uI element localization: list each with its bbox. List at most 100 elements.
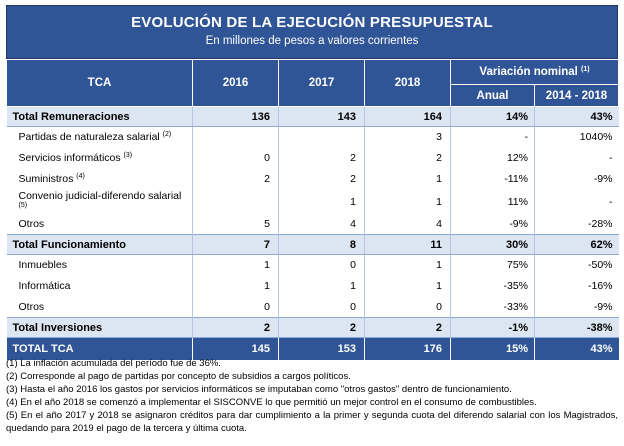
table-row: Suministros (4) 2 2 1 -11% -9%	[6, 168, 619, 190]
table-row: Total Funcionamiento 7 8 11 30% 62%	[6, 234, 619, 255]
table-row: Convenio judicial-diferendo salarial (5)…	[6, 189, 619, 214]
row-footnote-ref: (4)	[76, 173, 85, 180]
cell-2018: 1	[364, 254, 451, 276]
footnote-1: (1) La inflación acumulada del período f…	[6, 358, 221, 369]
cell-2018: 3	[364, 126, 451, 148]
cell-anual: 14%	[450, 106, 535, 127]
header-2016: 2016	[192, 59, 279, 107]
footnotes: (1) La inflación acumulada del período f…	[6, 357, 618, 435]
row-label: Servicios informáticos	[18, 152, 121, 164]
cell-2016	[192, 189, 279, 214]
cell-2018: 1	[364, 189, 451, 214]
cell-range: -	[609, 152, 613, 164]
row-label: Suministros	[18, 173, 74, 185]
row-label: Informática	[6, 275, 193, 297]
cell-2017: 4	[278, 213, 365, 235]
table-row: Total Inversiones 2 2 2 -1% -38%	[6, 317, 619, 338]
table-row-total: TOTAL TCA 145 153 176 15% 43%	[6, 337, 619, 360]
header-variacion-label: Variación nominal	[479, 66, 578, 78]
cell-2016: 145	[192, 337, 279, 360]
cell-2017: 8	[278, 234, 365, 255]
table-row: Servicios informáticos (3) 0 2 2 12% -	[6, 147, 619, 169]
cell-range: 62%	[534, 234, 619, 255]
row-label: Otros	[6, 296, 193, 318]
cell-2017: 143	[278, 106, 365, 127]
row-label: Convenio judicial-diferendo salarial	[18, 189, 182, 202]
row-label-cell: Convenio judicial-diferendo salarial (5)	[6, 189, 193, 214]
row-label-cell: Partidas de naturaleza salarial (2)	[6, 126, 193, 148]
cell-2018: 11	[364, 234, 451, 255]
cell-2017: 2	[278, 147, 365, 169]
row-label: Total Remuneraciones	[6, 106, 193, 127]
cell-2018: 2	[364, 317, 451, 338]
title-band: EVOLUCIÓN DE LA EJECUCIÓN PRESUPUESTAL E…	[6, 5, 618, 59]
cell-2016: 1	[192, 254, 279, 276]
cell-2016: 2	[192, 317, 279, 338]
table-subtitle: En millones de pesos a valores corriente…	[205, 35, 419, 47]
cell-anual: -	[450, 126, 535, 148]
table-row: Informática 1 1 1 -35% -16%	[6, 275, 619, 297]
row-label: Partidas de naturaleza salarial	[18, 131, 160, 144]
cell-2017: 1	[278, 275, 365, 297]
table-row: Otros 5 4 4 -9% -28%	[6, 213, 619, 235]
cell-anual: -11%	[450, 168, 535, 190]
row-label-cell: Suministros (4)	[6, 168, 193, 190]
cell-2016: 0	[192, 296, 279, 318]
cell-2016: 5	[192, 213, 279, 235]
footnote-3: (3) Hasta el año 2016 los gastos por ser…	[6, 384, 512, 395]
cell-2017: 2	[278, 168, 365, 190]
table-row: Otros 0 0 0 -33% -9%	[6, 296, 619, 318]
cell-2016: 1	[192, 275, 279, 297]
table-row: Total Remuneraciones 136 143 164 14% 43%	[6, 106, 619, 127]
cell-range: 43%	[534, 106, 619, 127]
cell-range: -9%	[593, 300, 613, 313]
row-footnote-ref: (2)	[162, 131, 172, 139]
cell-2018: 1	[364, 168, 451, 190]
cell-range: 43%	[534, 337, 619, 360]
cell-2016: 0	[192, 147, 279, 169]
cell-2017: 2	[278, 317, 365, 338]
header-2018: 2018	[364, 59, 451, 107]
cell-2018: 164	[364, 106, 451, 127]
header-tca: TCA	[6, 59, 193, 107]
cell-range: -38%	[534, 317, 619, 338]
cell-2016	[192, 126, 279, 148]
cell-2017: 0	[278, 254, 365, 276]
header-variacion: Variación nominal (1)	[450, 59, 619, 85]
cell-2017: 0	[278, 296, 365, 318]
cell-2017: 153	[278, 337, 365, 360]
row-label: TOTAL TCA	[6, 337, 193, 360]
footnote-2: (2) Corresponde al pago de partidas por …	[6, 371, 351, 382]
cell-range: 1040%	[579, 131, 613, 144]
table-row: Partidas de naturaleza salarial (2) 3 - …	[6, 126, 619, 148]
cell-2017	[278, 126, 365, 148]
row-label: Total Funcionamiento	[6, 234, 193, 255]
table-title: EVOLUCIÓN DE LA EJECUCIÓN PRESUPUESTAL	[131, 14, 493, 31]
cell-2018: 0	[364, 296, 451, 318]
cell-2016: 2	[192, 168, 279, 190]
cell-range: -28%	[587, 217, 613, 230]
cell-2018: 4	[364, 213, 451, 235]
row-footnote-ref: (5)	[18, 201, 28, 209]
cell-anual: 30%	[450, 234, 535, 255]
footnote-4: (4) En el año 2018 se comenzó a implemen…	[6, 397, 537, 408]
cell-anual: -9%	[450, 213, 535, 235]
header-2017: 2017	[278, 59, 365, 107]
cell-range: -16%	[587, 280, 613, 292]
row-label: Otros	[6, 213, 193, 235]
cell-anual: 11%	[450, 189, 535, 214]
cell-anual: -33%	[450, 296, 535, 318]
cell-range: -50%	[587, 259, 613, 272]
cell-2018: 1	[364, 275, 451, 297]
budget-table-frame: EVOLUCIÓN DE LA EJECUCIÓN PRESUPUESTAL E…	[6, 5, 619, 360]
row-label: Inmuebles	[6, 254, 193, 276]
cell-2018: 176	[364, 337, 451, 360]
budget-table: TCA 2016 2017 2018 Variación nominal (1)…	[6, 59, 619, 360]
header-anual: Anual	[450, 84, 535, 107]
header-variacion-ref: (1)	[581, 66, 590, 73]
header-range: 2014 - 2018	[534, 84, 619, 107]
cell-anual: 15%	[450, 337, 535, 360]
cell-2018: 2	[364, 147, 451, 169]
cell-2016: 7	[192, 234, 279, 255]
table-row: Inmuebles 1 0 1 75% -50%	[6, 254, 619, 276]
